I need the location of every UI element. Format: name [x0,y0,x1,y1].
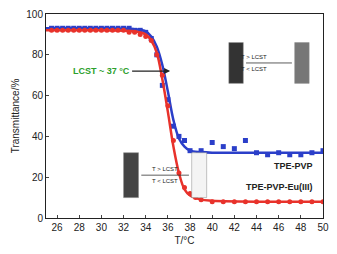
svg-text:48: 48 [295,222,307,233]
svg-text:TPE-PVP: TPE-PVP [274,161,313,171]
svg-text:36: 36 [162,222,174,233]
svg-text:0: 0 [37,213,43,224]
svg-text:Transmittance/%: Transmittance/% [10,79,21,154]
svg-text:T/°C: T/°C [174,235,194,246]
svg-text:LCST ~ 37 °C: LCST ~ 37 °C [73,66,130,76]
svg-text:32: 32 [118,222,130,233]
svg-text:40: 40 [32,131,44,142]
svg-text:60: 60 [32,90,44,101]
svg-text:100: 100 [26,9,43,20]
svg-text:50: 50 [317,222,329,233]
svg-text:42: 42 [229,222,241,233]
svg-text:T > LCST: T > LCST [241,54,267,60]
svg-text:46: 46 [273,222,285,233]
svg-text:30: 30 [96,222,108,233]
svg-text:TPE-PVP-Eu(III): TPE-PVP-Eu(III) [246,182,313,192]
svg-text:44: 44 [251,222,263,233]
svg-text:28: 28 [74,222,86,233]
svg-text:40: 40 [207,222,219,233]
svg-text:38: 38 [184,222,196,233]
svg-text:T > LCST: T > LCST [152,166,178,172]
svg-text:80: 80 [32,49,44,60]
svg-text:26: 26 [52,222,64,233]
svg-text:T < LCST: T < LCST [152,178,178,184]
svg-text:34: 34 [140,222,152,233]
svg-text:T < LCST: T < LCST [241,66,267,72]
svg-text:20: 20 [32,172,44,183]
